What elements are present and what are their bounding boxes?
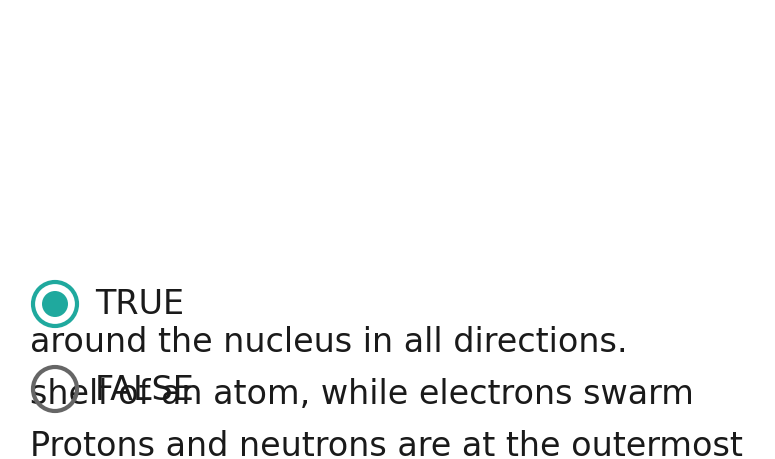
Text: FALSE: FALSE [95,373,195,406]
Text: shell of an atom, while electrons swarm: shell of an atom, while electrons swarm [30,377,694,410]
Text: around the nucleus in all directions.: around the nucleus in all directions. [30,325,628,358]
Text: Protons and neutrons are at the outermost: Protons and neutrons are at the outermos… [30,429,743,459]
Text: TRUE: TRUE [95,288,184,321]
Circle shape [42,291,68,317]
